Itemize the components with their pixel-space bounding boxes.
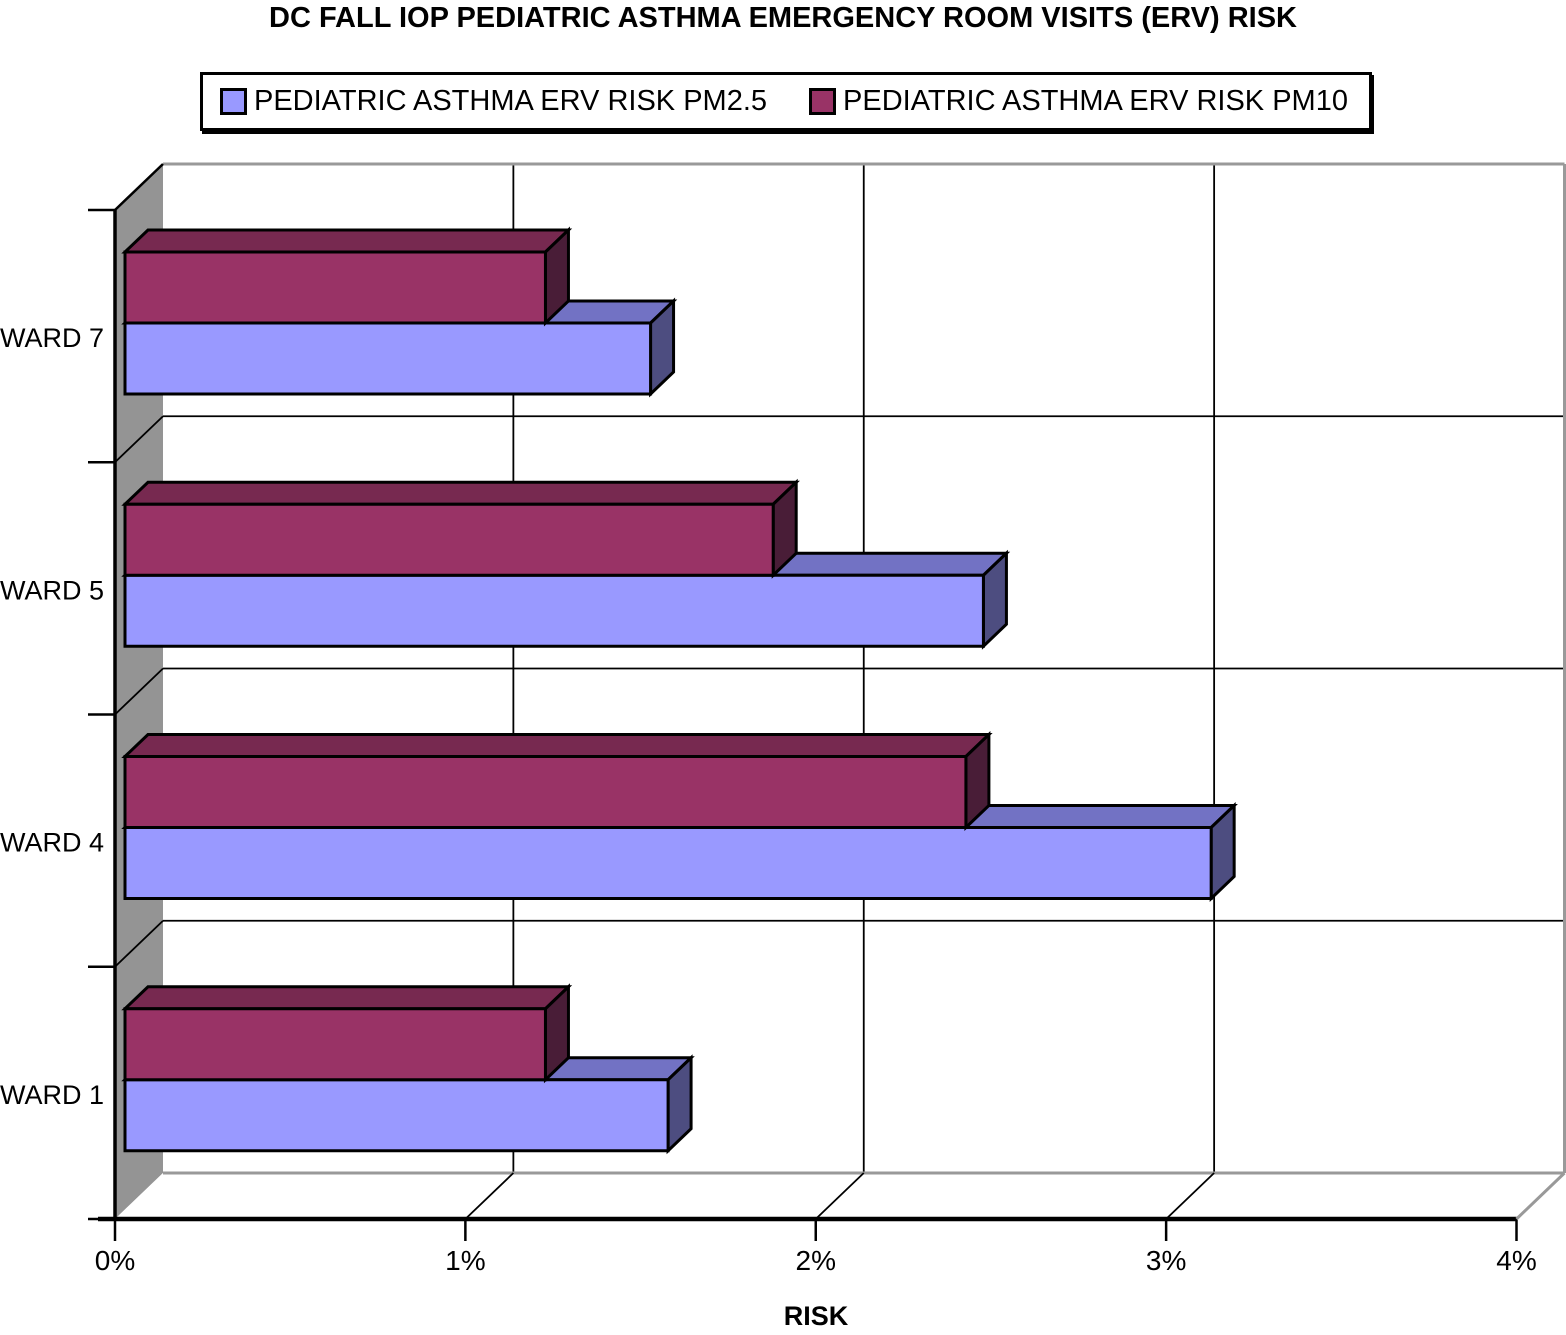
bar-pm10-ward-5: [121, 478, 800, 579]
floor-gridline-2-: [815, 1172, 865, 1220]
legend-label-pm2-5: PEDIATRIC ASTHMA ERV RISK PM2.5: [254, 85, 768, 117]
x-axis-title: RISK: [783, 1301, 849, 1331]
legend-label-pm10: PEDIATRIC ASTHMA ERV RISK PM10: [843, 85, 1348, 117]
bar-pm10-ward-5-top-face: [121, 480, 800, 506]
bar-pm2-5-ward-5-front-face: [123, 573, 985, 648]
bar-pm10-ward-5-front-face: [123, 502, 775, 577]
floor-gridlines: [464, 1172, 1215, 1220]
x-tick-label-3-: 3%: [1146, 1245, 1186, 1276]
category-divider-slant-3: [114, 920, 164, 968]
category-divider-slant-1: [114, 415, 164, 463]
back-wall-gridlines: [163, 164, 1565, 1173]
bar-pm10-ward-1-front-face: [123, 1007, 547, 1082]
x-tick-label-0-: 0%: [95, 1245, 135, 1276]
bars: [121, 226, 1238, 1155]
x-tick-label-1-: 1%: [445, 1245, 485, 1276]
x-tick-label-2-: 2%: [796, 1245, 836, 1276]
floor-gridline-1-: [464, 1172, 514, 1220]
axis-ticks-and-labels: 0% 1% 2% 3% 4% WARD 7 WARD 5 WARD 4 WARD 1: [0, 208, 1537, 1276]
left-wall-top-edge: [114, 163, 164, 211]
floor-gridline-3-: [1165, 1172, 1215, 1220]
bar-pm10-ward-7: [121, 226, 573, 327]
floor-right-depth-edge: [1515, 1171, 1566, 1221]
bar-pm2-5-ward-1-front-face: [123, 1078, 670, 1153]
bar-pm10-ward-4-front-face: [123, 755, 968, 829]
category-label-ward-7: WARD 7: [0, 323, 104, 353]
bar-pm10-ward-7-top-face: [121, 228, 573, 254]
bar-pm10-ward-4: [121, 730, 993, 832]
bar-pm10-ward-1-top-face: [121, 985, 573, 1011]
bar-pm2-5-ward-4-front-face: [123, 826, 1213, 900]
category-label-ward-5: WARD 5: [0, 575, 104, 605]
legend-swatch-pm2-5-icon: [220, 88, 247, 115]
bar-pm10-ward-1: [121, 983, 573, 1084]
legend-swatch-pm10-icon: [809, 88, 837, 115]
category-label-ward-4: WARD 4: [0, 828, 104, 858]
legend-item-pm10: PEDIATRIC ASTHMA ERV RISK PM10: [809, 85, 1348, 118]
category-divider-slant-2: [114, 667, 164, 716]
category-label-ward-1: WARD 1: [0, 1080, 104, 1110]
legend: PEDIATRIC ASTHMA ERV RISK PM2.5 PEDIATRI…: [200, 72, 1372, 131]
bar-pm2-5-ward-7-front-face: [123, 321, 653, 396]
legend-item-pm2-5: PEDIATRIC ASTHMA ERV RISK PM2.5: [220, 85, 767, 118]
chart-title: DC FALL IOP PEDIATRIC ASTHMA EMERGENCY R…: [269, 2, 1297, 34]
x-tick-label-4-: 4%: [1496, 1245, 1536, 1276]
bar-pm10-ward-4-top-face: [121, 733, 993, 758]
bar-pm10-ward-7-front-face: [123, 250, 547, 325]
